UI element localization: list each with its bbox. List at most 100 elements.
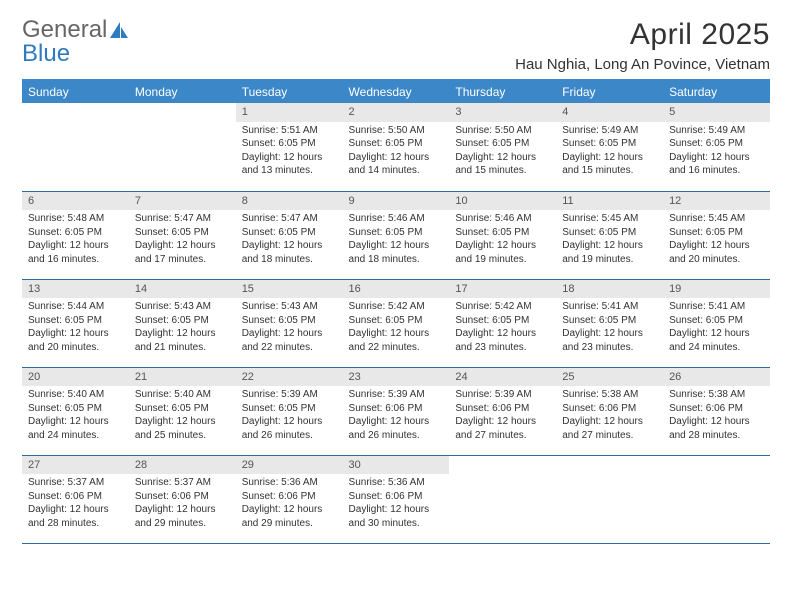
day-number: 6 [22,192,129,211]
calendar-cell: 29Sunrise: 5:36 AMSunset: 6:06 PMDayligh… [236,455,343,543]
sunrise-line: Sunrise: 5:50 AM [455,124,550,138]
day-header: Saturday [663,80,770,103]
brand-part2: Blue [22,40,70,67]
sunset-line: Sunset: 6:06 PM [349,490,444,504]
daylight-line: Daylight: 12 hours and 18 minutes. [242,239,337,266]
calendar-cell: 9Sunrise: 5:46 AMSunset: 6:05 PMDaylight… [343,191,450,279]
daylight-line: Daylight: 12 hours and 19 minutes. [455,239,550,266]
day-number: 12 [663,192,770,211]
sunset-line: Sunset: 6:06 PM [562,402,657,416]
daylight-line: Daylight: 12 hours and 23 minutes. [562,327,657,354]
sunrise-line: Sunrise: 5:40 AM [135,388,230,402]
calendar-cell: 19Sunrise: 5:41 AMSunset: 6:05 PMDayligh… [663,279,770,367]
daylight-line: Daylight: 12 hours and 26 minutes. [242,415,337,442]
sunset-line: Sunset: 6:05 PM [562,226,657,240]
day-number: 10 [449,192,556,211]
sunrise-line: Sunrise: 5:41 AM [669,300,764,314]
daylight-line: Daylight: 12 hours and 26 minutes. [349,415,444,442]
sunset-line: Sunset: 6:05 PM [242,402,337,416]
sunrise-line: Sunrise: 5:46 AM [455,212,550,226]
calendar-cell: 15Sunrise: 5:43 AMSunset: 6:05 PMDayligh… [236,279,343,367]
day-body: Sunrise: 5:51 AMSunset: 6:05 PMDaylight:… [236,122,343,184]
daylight-line: Daylight: 12 hours and 19 minutes. [562,239,657,266]
sunset-line: Sunset: 6:06 PM [669,402,764,416]
calendar-cell: 30Sunrise: 5:36 AMSunset: 6:06 PMDayligh… [343,455,450,543]
sunrise-line: Sunrise: 5:48 AM [28,212,123,226]
daylight-line: Daylight: 12 hours and 20 minutes. [669,239,764,266]
sunset-line: Sunset: 6:05 PM [455,314,550,328]
calendar-cell: 21Sunrise: 5:40 AMSunset: 6:05 PMDayligh… [129,367,236,455]
calendar-cell [556,455,663,543]
day-body: Sunrise: 5:50 AMSunset: 6:05 PMDaylight:… [343,122,450,184]
calendar-cell: 20Sunrise: 5:40 AMSunset: 6:05 PMDayligh… [22,367,129,455]
day-body: Sunrise: 5:49 AMSunset: 6:05 PMDaylight:… [663,122,770,184]
day-number: 26 [663,368,770,387]
sunset-line: Sunset: 6:05 PM [669,137,764,151]
day-number: 18 [556,280,663,299]
day-body: Sunrise: 5:40 AMSunset: 6:05 PMDaylight:… [129,386,236,448]
sunset-line: Sunset: 6:06 PM [349,402,444,416]
sunrise-line: Sunrise: 5:45 AM [562,212,657,226]
day-body: Sunrise: 5:38 AMSunset: 6:06 PMDaylight:… [556,386,663,448]
calendar-cell: 12Sunrise: 5:45 AMSunset: 6:05 PMDayligh… [663,191,770,279]
day-header: Monday [129,80,236,103]
calendar-cell [663,455,770,543]
day-body: Sunrise: 5:45 AMSunset: 6:05 PMDaylight:… [663,210,770,272]
sunrise-line: Sunrise: 5:39 AM [349,388,444,402]
sunrise-line: Sunrise: 5:50 AM [349,124,444,138]
day-number: 9 [343,192,450,211]
sunset-line: Sunset: 6:05 PM [669,226,764,240]
calendar-cell: 8Sunrise: 5:47 AMSunset: 6:05 PMDaylight… [236,191,343,279]
location-subtitle: Hau Nghia, Long An Povince, Vietnam [515,56,770,73]
day-number: 7 [129,192,236,211]
calendar-table: SundayMondayTuesdayWednesdayThursdayFrid… [22,79,770,544]
sunrise-line: Sunrise: 5:43 AM [135,300,230,314]
day-number: 27 [22,456,129,475]
daylight-line: Daylight: 12 hours and 13 minutes. [242,151,337,178]
day-body: Sunrise: 5:39 AMSunset: 6:06 PMDaylight:… [343,386,450,448]
sunset-line: Sunset: 6:06 PM [28,490,123,504]
day-header: Friday [556,80,663,103]
day-number: 20 [22,368,129,387]
calendar-cell [449,455,556,543]
sunset-line: Sunset: 6:06 PM [135,490,230,504]
day-number: 28 [129,456,236,475]
sunset-line: Sunset: 6:05 PM [562,314,657,328]
day-header: Thursday [449,80,556,103]
day-header: Wednesday [343,80,450,103]
page-header: GeneralBlue April 2025 Hau Nghia, Long A… [22,18,770,73]
sunset-line: Sunset: 6:05 PM [349,137,444,151]
day-number: 5 [663,103,770,122]
sunset-line: Sunset: 6:06 PM [242,490,337,504]
day-body: Sunrise: 5:47 AMSunset: 6:05 PMDaylight:… [129,210,236,272]
sunset-line: Sunset: 6:05 PM [28,314,123,328]
calendar-cell: 1Sunrise: 5:51 AMSunset: 6:05 PMDaylight… [236,103,343,191]
calendar-cell: 26Sunrise: 5:38 AMSunset: 6:06 PMDayligh… [663,367,770,455]
sunset-line: Sunset: 6:05 PM [349,226,444,240]
sunrise-line: Sunrise: 5:38 AM [669,388,764,402]
day-body: Sunrise: 5:50 AMSunset: 6:05 PMDaylight:… [449,122,556,184]
sunrise-line: Sunrise: 5:45 AM [669,212,764,226]
daylight-line: Daylight: 12 hours and 27 minutes. [562,415,657,442]
day-number: 13 [22,280,129,299]
sunset-line: Sunset: 6:05 PM [455,137,550,151]
daylight-line: Daylight: 12 hours and 15 minutes. [562,151,657,178]
sunset-line: Sunset: 6:05 PM [135,402,230,416]
day-number: 21 [129,368,236,387]
sunset-line: Sunset: 6:05 PM [135,314,230,328]
calendar-cell: 24Sunrise: 5:39 AMSunset: 6:06 PMDayligh… [449,367,556,455]
sunrise-line: Sunrise: 5:37 AM [135,476,230,490]
daylight-line: Daylight: 12 hours and 28 minutes. [669,415,764,442]
sunrise-line: Sunrise: 5:51 AM [242,124,337,138]
sunrise-line: Sunrise: 5:49 AM [669,124,764,138]
daylight-line: Daylight: 12 hours and 30 minutes. [349,503,444,530]
calendar-cell: 17Sunrise: 5:42 AMSunset: 6:05 PMDayligh… [449,279,556,367]
sunrise-line: Sunrise: 5:42 AM [455,300,550,314]
calendar-cell [129,103,236,191]
day-body: Sunrise: 5:43 AMSunset: 6:05 PMDaylight:… [236,298,343,360]
daylight-line: Daylight: 12 hours and 28 minutes. [28,503,123,530]
sunset-line: Sunset: 6:05 PM [135,226,230,240]
daylight-line: Daylight: 12 hours and 24 minutes. [28,415,123,442]
calendar-body: 1Sunrise: 5:51 AMSunset: 6:05 PMDaylight… [22,103,770,543]
day-number: 22 [236,368,343,387]
